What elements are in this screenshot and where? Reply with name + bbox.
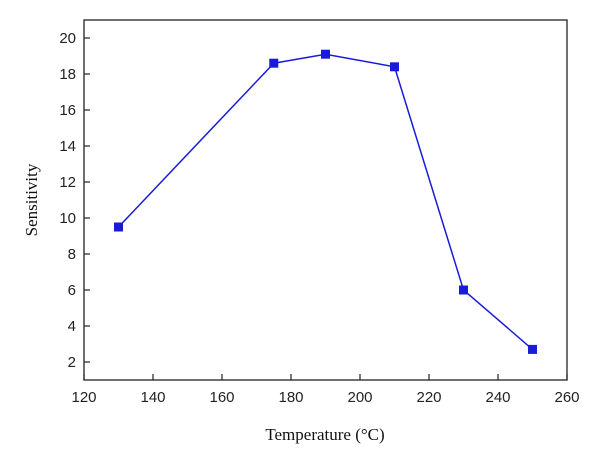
data-point-marker [114,222,123,232]
y-tick-label: 8 [68,246,76,263]
x-tick-label: 160 [209,389,234,406]
series-line [117,53,533,350]
y-tick-label: 16 [59,102,76,119]
x-axis-ticks: 120 140 160 180 200 220 240 260 [71,374,580,406]
x-axis-label: Temperature (°C) [265,425,384,444]
x-tick-label: 120 [71,389,96,406]
y-tick-label: 20 [59,30,76,47]
y-tick-label: 2 [68,354,76,371]
x-tick-label: 220 [416,389,441,406]
series-layer [114,49,537,354]
y-tick-label: 6 [68,282,76,299]
x-tick-label: 200 [347,389,372,406]
data-point-marker [459,285,468,295]
data-point-marker [269,58,279,68]
y-tick-label: 12 [59,174,76,191]
plot-frame [83,19,568,381]
y-tick-label: 14 [59,138,76,155]
x-tick-label: 260 [554,389,579,406]
y-tick-label: 10 [59,210,76,227]
y-tick-label: 4 [68,318,76,335]
data-point-marker [321,49,330,59]
x-tick-label: 140 [140,389,165,406]
x-tick-label: 240 [485,389,510,406]
x-tick-label: 180 [278,389,303,406]
y-tick-label: 18 [59,66,76,83]
y-axis-ticks: 2 4 6 8 10 12 14 16 18 20 [59,30,90,371]
y-axis-label: Sensitivity [22,163,41,236]
data-point-marker [390,62,399,72]
data-point-marker [528,344,537,354]
